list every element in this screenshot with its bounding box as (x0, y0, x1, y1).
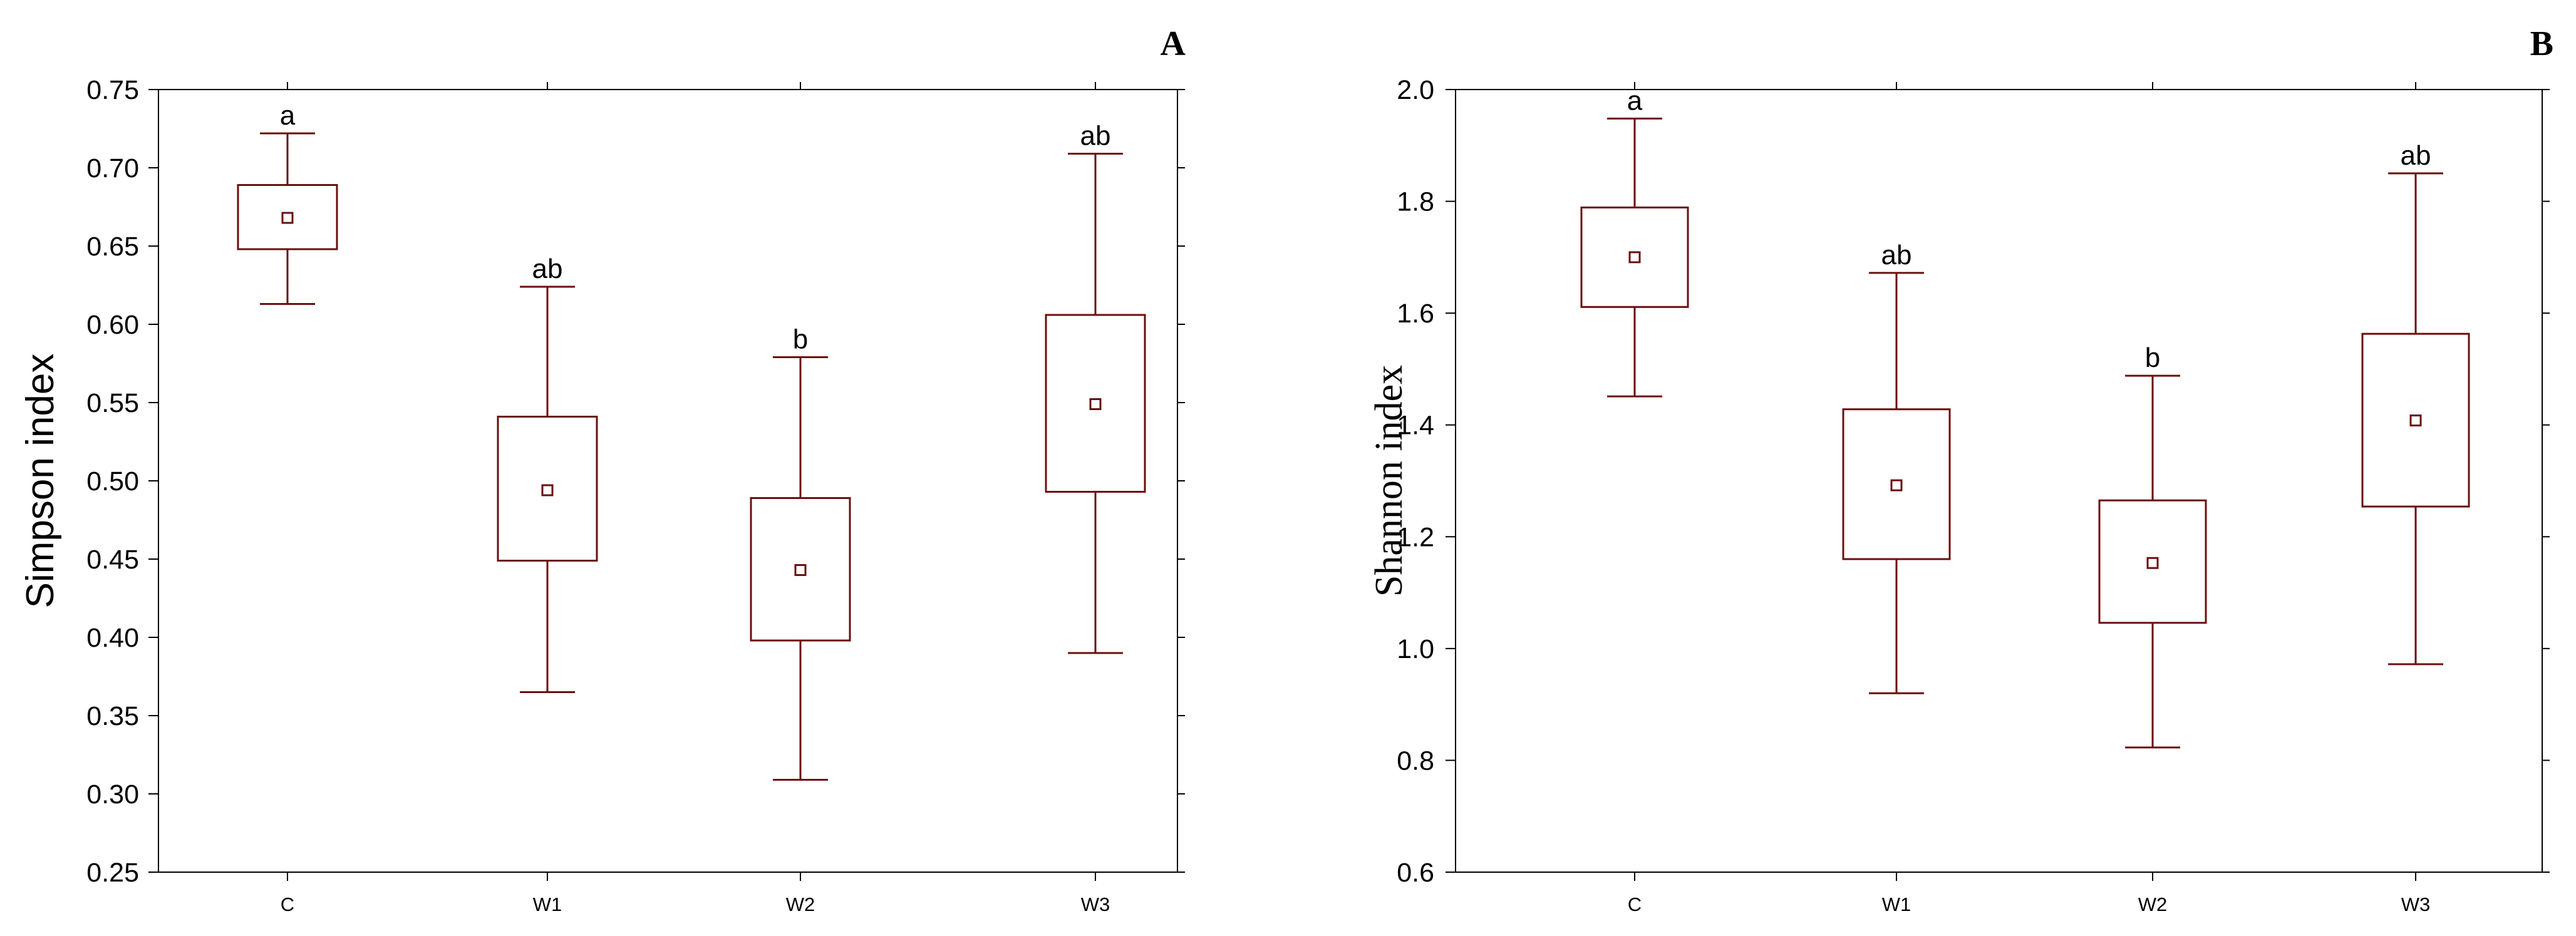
iqr-box (497, 416, 598, 562)
significance-letter: b (2145, 342, 2160, 373)
box-W3: ab (2361, 140, 2470, 666)
panel-b-y-ticks: 0.6 0.8 1.0 1.2 1.4 1.6 1.8 2.0 (1397, 75, 2550, 888)
y-tick-label: 0.50 (86, 466, 139, 496)
x-category-label: W2 (2138, 893, 2168, 915)
y-tick-label: 0.6 (1397, 858, 1434, 888)
panel-a-boxes: a ab b ab (237, 100, 1146, 781)
iqr-box (1045, 314, 1146, 493)
y-tick-label: 0.40 (86, 623, 139, 653)
panel-a-y-axis-label: Simpson index (19, 354, 62, 609)
y-tick-label: 0.25 (86, 858, 139, 888)
panel-b: 0.60.81.01.21.41.61.82.0 C W1 W2 W3 aabbab … (1368, 24, 2553, 915)
y-tick-label: 1.8 (1397, 187, 1434, 217)
panel-a-letter: A (1161, 24, 1186, 63)
y-tick-label: 0.8 (1397, 746, 1434, 776)
box-W2: b (2098, 342, 2207, 749)
y-tick-label: 1.2 (1397, 522, 1434, 552)
y-tick-label: 1.6 (1397, 299, 1434, 329)
x-category-label: C (281, 893, 294, 915)
panel-b-letter: B (2530, 24, 2553, 63)
panel-b-plot-frame (1455, 89, 2543, 873)
mean-marker (1890, 479, 1903, 491)
y-tick-label: 1.0 (1397, 634, 1434, 664)
panel-a-x-ticks: C W1 W2 W3 (281, 82, 1110, 915)
iqr-box (2361, 332, 2470, 508)
box-W2: b (750, 324, 851, 781)
significance-letter: a (280, 100, 296, 131)
mean-marker (281, 212, 294, 224)
iqr-box (750, 497, 851, 642)
y-tick-label: 0.65 (86, 232, 139, 262)
x-category-label: W3 (1081, 893, 1110, 915)
y-tick-label: 0.55 (86, 388, 139, 418)
y-tick-label: 0.35 (86, 701, 139, 731)
box-W1: ab (497, 254, 598, 693)
y-tick-label: 0.70 (86, 153, 139, 183)
y-tick-label: 2.0 (1397, 75, 1434, 105)
significance-letter: b (793, 324, 808, 355)
iqr-box (237, 184, 338, 250)
y-tick-label: 1.4 (1397, 411, 1434, 441)
mean-marker (1628, 251, 1641, 264)
mean-marker (2409, 414, 2422, 427)
panel-a-y-ticks: 0.25 0.30 0.35 0.40 0.45 0.50 0.55 0.60 0.65 0.70… (86, 75, 1185, 888)
panel-b-y-axis-label: Shannon index (1368, 365, 1410, 597)
significance-letter: ab (1881, 240, 1912, 270)
box-W1: ab (1842, 240, 1951, 694)
significance-letter: a (1627, 85, 1643, 116)
significance-letter: ab (532, 254, 563, 284)
mean-marker (1089, 398, 1102, 410)
mean-marker (794, 564, 807, 576)
y-tick-label: 0.75 (86, 75, 139, 105)
x-category-label: W3 (2401, 893, 2431, 915)
mean-marker (541, 484, 554, 496)
panel-b-boxes: a ab b ab (1580, 85, 2470, 749)
iqr-box (1842, 408, 1951, 560)
x-category-label: C (1628, 893, 1642, 915)
mean-marker (2146, 557, 2159, 569)
significance-letter: ab (2401, 140, 2431, 171)
panel-b-x-ticks: C W1 W2 W3 (1628, 82, 2430, 915)
panel-a: 0.25 0.30 0.35 0.40 0.45 0.50 0.55 0.60 0.65 0.70… (19, 24, 1186, 915)
iqr-box (1580, 206, 1689, 308)
x-category-label: W1 (1882, 893, 1911, 915)
x-category-label: W1 (533, 893, 562, 915)
y-tick-label: 0.30 (86, 779, 139, 810)
box-W3: ab (1045, 121, 1146, 654)
box-C: a (237, 100, 338, 305)
box-C: a (1580, 85, 1689, 398)
y-tick-label: 0.60 (86, 310, 139, 340)
iqr-box (2098, 499, 2207, 624)
x-category-label: W2 (786, 893, 815, 915)
y-tick-label: 0.45 (86, 545, 139, 575)
panel-a-plot-frame (158, 89, 1178, 873)
significance-letter: ab (1080, 121, 1111, 152)
